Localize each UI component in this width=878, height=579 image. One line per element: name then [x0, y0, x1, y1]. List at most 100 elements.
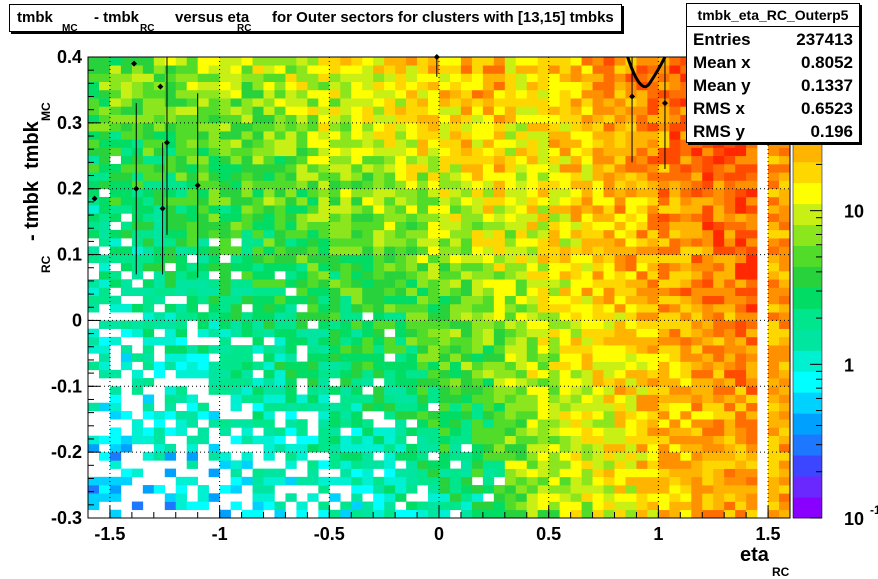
heatmap-cell	[625, 271, 637, 280]
heatmap-cell	[164, 139, 177, 148]
heatmap-cell	[417, 196, 429, 206]
heatmap-cell	[417, 246, 429, 255]
heatmap-cell	[779, 229, 791, 239]
heatmap-cell	[559, 279, 571, 288]
heatmap-cell	[153, 262, 166, 272]
heatmap-cell	[252, 295, 264, 305]
heatmap-cell	[439, 345, 451, 354]
heatmap-cell	[439, 106, 451, 115]
heatmap-cell	[230, 262, 242, 272]
heatmap-cell	[548, 196, 560, 206]
heatmap-cell	[428, 147, 440, 157]
heatmap-cell	[449, 452, 462, 461]
heatmap-cell	[153, 89, 166, 99]
heatmap-cell	[142, 435, 155, 445]
heatmap-cell	[570, 394, 582, 404]
heatmap-cell	[164, 172, 177, 181]
heatmap-cell	[570, 410, 582, 420]
heatmap-cell	[537, 320, 549, 329]
heatmap-cell	[439, 246, 451, 255]
heatmap-cell	[230, 345, 242, 354]
heatmap-cell	[307, 312, 319, 321]
heatmap-cell	[274, 476, 286, 486]
heatmap-cell	[329, 509, 341, 519]
heatmap-cell	[581, 312, 593, 321]
heatmap-cell	[208, 131, 220, 140]
heatmap-cell	[768, 443, 780, 453]
heatmap-cell	[647, 81, 659, 91]
heatmap-cell	[779, 213, 791, 222]
heatmap-cell	[164, 196, 177, 206]
heatmap-cell	[98, 106, 111, 115]
heatmap-cell	[691, 254, 703, 264]
heatmap-cell	[680, 155, 692, 165]
heatmap-cell	[428, 419, 440, 428]
heatmap-cell	[395, 386, 407, 395]
heatmap-cell	[230, 295, 242, 305]
heatmap-cell	[98, 229, 111, 239]
heatmap-cell	[274, 287, 286, 297]
heatmap-cell	[449, 501, 462, 511]
heatmap-cell	[658, 65, 670, 74]
heatmap-cell	[164, 402, 177, 412]
heatmap-cell	[197, 295, 209, 305]
heatmap-cell	[471, 336, 484, 346]
heatmap-cell	[241, 295, 253, 305]
heatmap-cell	[175, 369, 188, 379]
heatmap-cell	[636, 287, 648, 297]
heatmap-cell	[88, 246, 100, 255]
heatmap-cell	[537, 369, 549, 379]
heatmap-cell	[164, 73, 177, 82]
heatmap-cell	[603, 328, 615, 338]
heatmap-cell	[614, 476, 626, 486]
heatmap-cell	[120, 361, 133, 371]
heatmap-cell	[329, 65, 341, 74]
heatmap-cell	[669, 312, 681, 321]
heatmap-cell	[428, 65, 440, 74]
heatmap-cell	[406, 287, 418, 297]
heatmap-cell	[395, 131, 407, 140]
heatmap-cell	[647, 196, 659, 206]
heatmap-cell	[724, 485, 736, 494]
heatmap-cell	[515, 262, 528, 272]
heatmap-cell	[351, 139, 363, 148]
heatmap-cell	[285, 312, 297, 321]
heatmap-cell	[285, 172, 297, 181]
heatmap-cell	[131, 122, 144, 132]
heatmap-cell	[669, 345, 681, 354]
heatmap-cell	[460, 460, 473, 469]
heatmap-cell	[746, 452, 758, 461]
x-tick-label: 1	[653, 524, 663, 544]
heatmap-cell	[395, 221, 407, 231]
heatmap-cell	[263, 353, 275, 362]
heatmap-cell	[417, 312, 429, 321]
heatmap-cell	[197, 485, 209, 494]
heatmap-cell	[471, 254, 484, 264]
heatmap-cell	[636, 427, 648, 436]
heatmap-cell	[329, 172, 341, 181]
heatmap-cell	[219, 98, 231, 107]
heatmap-cell	[351, 147, 363, 157]
heatmap-cell	[680, 435, 692, 445]
heatmap-cell	[307, 303, 319, 313]
heatmap-cell	[164, 188, 177, 198]
heatmap-cell	[329, 131, 341, 140]
heatmap-cell	[471, 196, 484, 206]
heatmap-cell	[526, 279, 539, 288]
heatmap-cell	[625, 164, 637, 173]
heatmap-cell	[713, 262, 725, 272]
heatmap-cell	[713, 419, 725, 428]
heatmap-cell	[395, 57, 407, 66]
heatmap-cell	[274, 213, 286, 222]
heatmap-cell	[373, 164, 385, 173]
heatmap-cell	[471, 303, 484, 313]
heatmap-cell	[614, 353, 626, 362]
heatmap-cell	[142, 279, 155, 288]
heatmap-cell	[153, 271, 166, 280]
heatmap-cell	[603, 386, 615, 395]
heatmap-cell	[241, 131, 253, 140]
profile-point	[433, 54, 440, 60]
heatmap-cell	[395, 485, 407, 494]
heatmap-cell	[746, 172, 758, 181]
heatmap-cell	[559, 443, 571, 453]
